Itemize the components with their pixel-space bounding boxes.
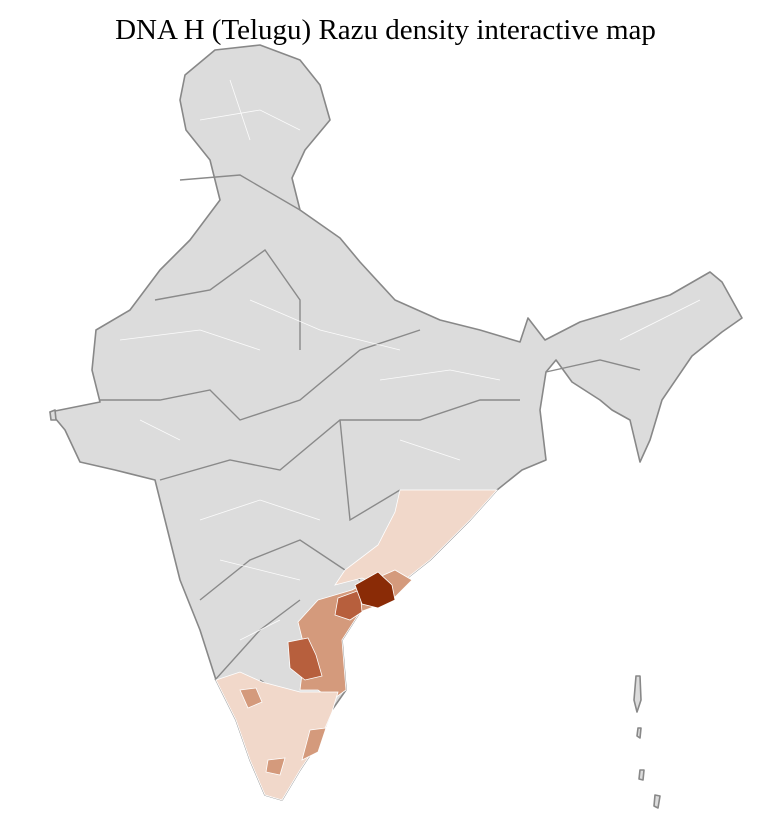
density-regions bbox=[215, 489, 498, 801]
region-low-density-odisha-coast[interactable] bbox=[334, 489, 498, 591]
india-landmass[interactable] bbox=[49, 44, 743, 801]
map-title: DNA H (Telugu) Razu density interactive … bbox=[115, 14, 656, 46]
region-high-density-andhra[interactable] bbox=[334, 589, 363, 621]
country-outline bbox=[49, 44, 743, 801]
district-lines bbox=[119, 79, 701, 641]
region-medium-density-south[interactable] bbox=[239, 687, 327, 776]
region-highest-density-godavari[interactable] bbox=[354, 571, 396, 609]
andaman-nicobar-islands bbox=[49, 409, 661, 809]
region-high-density-kurnool[interactable] bbox=[287, 637, 323, 681]
